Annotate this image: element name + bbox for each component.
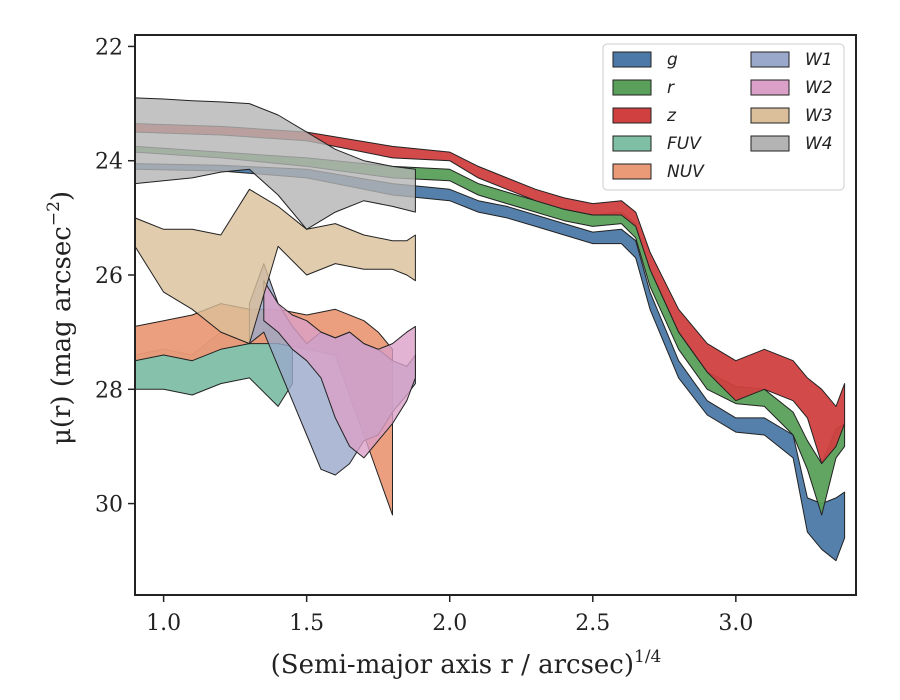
legend-swatch-w4 <box>750 135 790 152</box>
y-axis-label-main: μ(r) (mag arcsec <box>47 226 77 445</box>
legend-swatch-w2 <box>750 79 790 96</box>
y-tick-label: 22 <box>95 35 123 60</box>
legend: grz FUV NUV W1 W2 W3 W4 <box>602 43 845 191</box>
x-tick-label: 1.0 <box>146 611 181 636</box>
legend-label-z: z <box>666 106 677 126</box>
series-band-w2 <box>263 280 416 459</box>
x-tick-label: 2.5 <box>575 611 610 636</box>
x-axis-label-main: (Semi-major axis r / arcsec) <box>271 650 634 680</box>
plot-frame <box>134 34 857 596</box>
legend-label-r: r <box>667 78 675 98</box>
y-axis-label-end: ) <box>47 191 77 201</box>
x-axis-label: (Semi-major axis r / arcsec)1/4 <box>271 647 662 680</box>
series-band-w3 <box>135 188 416 345</box>
legend-swatch-nuv <box>612 163 652 180</box>
legend-swatch-w3 <box>750 107 790 124</box>
legend-label-nuv: NUV <box>667 162 705 182</box>
legend-label-w2: W2 <box>805 78 833 98</box>
x-tick-label: 3.0 <box>718 611 753 636</box>
legend-swatch-z <box>612 107 652 124</box>
legend-swatch-r <box>612 79 652 96</box>
y-tick-label: 26 <box>95 264 123 289</box>
legend-label-g: g <box>667 50 678 70</box>
legend-label-fuv: FUV <box>667 134 702 154</box>
x-axis-label-superscript: 1/4 <box>634 647 661 667</box>
y-axis-label: μ(r) (mag arcsec−2) <box>44 191 77 445</box>
x-tick-label: 2.0 <box>432 611 467 636</box>
legend-label-w4: W4 <box>805 134 833 154</box>
ticks-layer: 1.0 1.5 2.0 2.5 3.0 22 24 26 28 30 <box>95 35 753 636</box>
y-tick-label: 24 <box>95 150 123 175</box>
y-tick-label: 28 <box>95 378 123 403</box>
y-tick-label: 30 <box>95 493 123 518</box>
y-axis-label-superscript: −2 <box>44 201 64 226</box>
legend-swatch-fuv <box>612 135 652 152</box>
legend-label-w3: W3 <box>805 106 833 126</box>
legend-swatch-g <box>612 51 652 68</box>
legend-label-w1: W1 <box>805 50 833 70</box>
x-tick-label: 1.5 <box>289 611 324 636</box>
series-band-z <box>135 123 846 465</box>
series-band-w4 <box>135 97 416 230</box>
series-band-g <box>135 163 846 562</box>
legend-swatch-w1 <box>750 51 790 68</box>
series-layer <box>135 97 846 562</box>
